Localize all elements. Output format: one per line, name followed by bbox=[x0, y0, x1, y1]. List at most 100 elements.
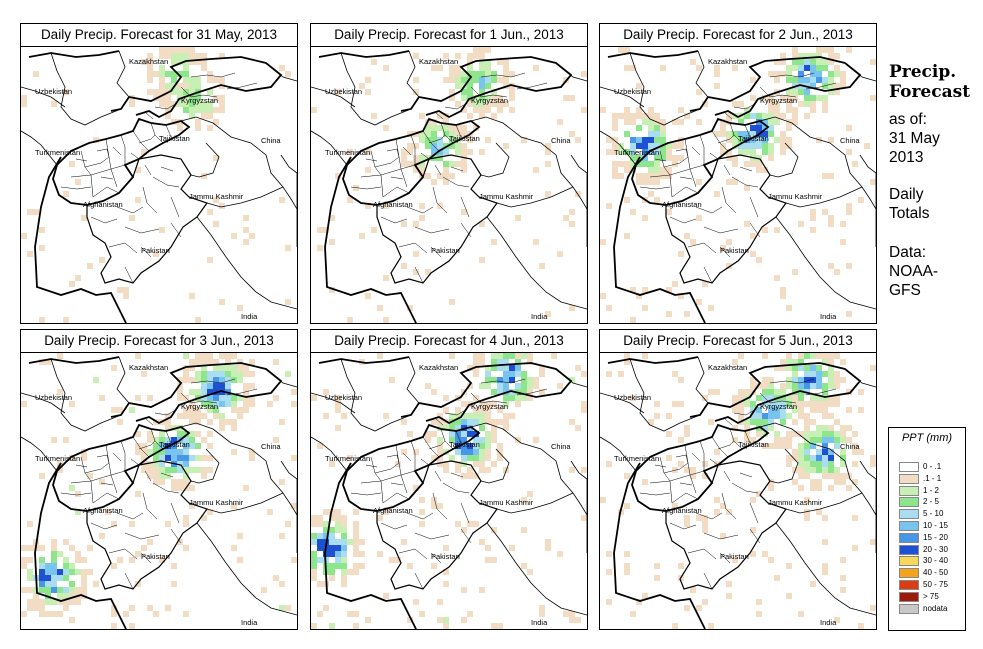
precip-cell bbox=[311, 551, 317, 557]
precip-cell bbox=[630, 395, 636, 401]
precip-cell bbox=[359, 233, 365, 239]
precip-cell bbox=[377, 551, 383, 557]
precip-cell bbox=[153, 461, 159, 467]
precip-cell bbox=[371, 113, 377, 119]
legend-swatch bbox=[899, 603, 919, 614]
forecast-panel-4: Daily Precip. Forecast for 3 Jun., 2013 … bbox=[20, 329, 298, 631]
precip-cell bbox=[858, 389, 864, 395]
province-boundary bbox=[142, 492, 158, 520]
precip-cell bbox=[846, 203, 852, 209]
precip-cell bbox=[413, 251, 419, 257]
precip-cell bbox=[648, 179, 654, 185]
precip-cell bbox=[732, 395, 738, 401]
province-boundary bbox=[374, 462, 400, 474]
precip-cell bbox=[335, 509, 341, 515]
precip-cell bbox=[207, 377, 213, 383]
precip-cell bbox=[479, 65, 485, 71]
province-boundary bbox=[84, 462, 110, 474]
precip-cell bbox=[135, 395, 141, 401]
precip-cell bbox=[467, 419, 473, 425]
precip-cell bbox=[479, 437, 485, 443]
precip-cell bbox=[189, 503, 195, 509]
precip-cell bbox=[159, 89, 165, 95]
country-boundary bbox=[340, 358, 412, 432]
precip-cell bbox=[195, 377, 201, 383]
precip-cell bbox=[347, 539, 353, 545]
precip-cell bbox=[365, 203, 371, 209]
panel-title: Daily Precip. Forecast for 31 May, 2013 bbox=[20, 23, 298, 47]
precip-cell bbox=[828, 431, 834, 437]
side-title-line1: Precip. bbox=[889, 62, 957, 82]
precip-cell bbox=[606, 305, 612, 311]
precip-cell bbox=[479, 257, 485, 263]
legend-label: 30 - 40 bbox=[923, 556, 948, 566]
precip-cell bbox=[353, 563, 359, 569]
precip-cell bbox=[708, 623, 714, 629]
precip-cell bbox=[822, 443, 828, 449]
precip-cell bbox=[171, 449, 177, 455]
precip-cell bbox=[353, 569, 359, 575]
precip-cell bbox=[612, 143, 618, 149]
precip-cell bbox=[69, 455, 75, 461]
legend-label: 10 - 15 bbox=[923, 521, 948, 530]
precip-cell bbox=[413, 221, 419, 227]
precip-cell bbox=[828, 383, 834, 389]
precip-cell bbox=[750, 113, 756, 119]
panel-title: Daily Precip. Forecast for 5 Jun., 2013 bbox=[599, 329, 877, 353]
province-boundary bbox=[80, 456, 94, 504]
precip-cell bbox=[762, 131, 768, 137]
precip-cell bbox=[521, 377, 527, 383]
precip-cell bbox=[461, 617, 467, 623]
precip-cell bbox=[786, 563, 792, 569]
province-boundary bbox=[402, 146, 412, 156]
precip-cell bbox=[521, 395, 527, 401]
precip-cell bbox=[786, 401, 792, 407]
precip-cell bbox=[407, 563, 413, 569]
precip-cell bbox=[183, 77, 189, 83]
precip-cell bbox=[51, 551, 57, 557]
precip-cell bbox=[183, 407, 189, 413]
province-boundary bbox=[374, 156, 400, 168]
precip-cell bbox=[51, 587, 57, 593]
province-boundary bbox=[749, 196, 759, 218]
precip-cell bbox=[39, 581, 45, 587]
precip-cell bbox=[467, 53, 473, 59]
country-label: Jammu Kashmir bbox=[479, 498, 534, 507]
precip-cell bbox=[822, 209, 828, 215]
province-boundary bbox=[410, 440, 416, 471]
precip-cell bbox=[756, 167, 762, 173]
precip-cell bbox=[810, 419, 816, 425]
country-boundary bbox=[775, 216, 876, 310]
province-boundary bbox=[382, 186, 410, 198]
as-of-date: 31 May bbox=[889, 130, 940, 147]
precip-cell bbox=[822, 437, 828, 443]
province-boundary bbox=[450, 472, 464, 478]
precip-cell bbox=[39, 227, 45, 233]
province-boundary bbox=[406, 206, 434, 214]
province-boundary bbox=[739, 472, 753, 478]
precip-cell bbox=[419, 167, 425, 173]
precip-cell bbox=[834, 617, 840, 623]
precip-cell bbox=[581, 107, 587, 113]
precip-cell bbox=[419, 161, 425, 167]
precip-cell bbox=[756, 155, 762, 161]
precip-cell bbox=[828, 173, 834, 179]
precip-cell bbox=[201, 473, 207, 479]
precip-cell bbox=[183, 467, 189, 473]
legend-item: nodata bbox=[899, 603, 963, 616]
precip-cell bbox=[852, 545, 858, 551]
precip-cell bbox=[219, 77, 225, 83]
country-boundary bbox=[600, 392, 645, 414]
precip-cell bbox=[177, 389, 183, 395]
province-boundary bbox=[390, 482, 404, 486]
precip-cell bbox=[147, 467, 153, 473]
precip-cell bbox=[81, 557, 87, 563]
precip-cell bbox=[183, 53, 189, 59]
precip-cell bbox=[618, 113, 624, 119]
precip-cell bbox=[189, 485, 195, 491]
precip-cell bbox=[311, 575, 317, 581]
precip-cell bbox=[279, 65, 285, 71]
precip-cell bbox=[183, 611, 189, 617]
precip-cell bbox=[810, 581, 816, 587]
country-label: Tajikistan bbox=[159, 134, 190, 143]
